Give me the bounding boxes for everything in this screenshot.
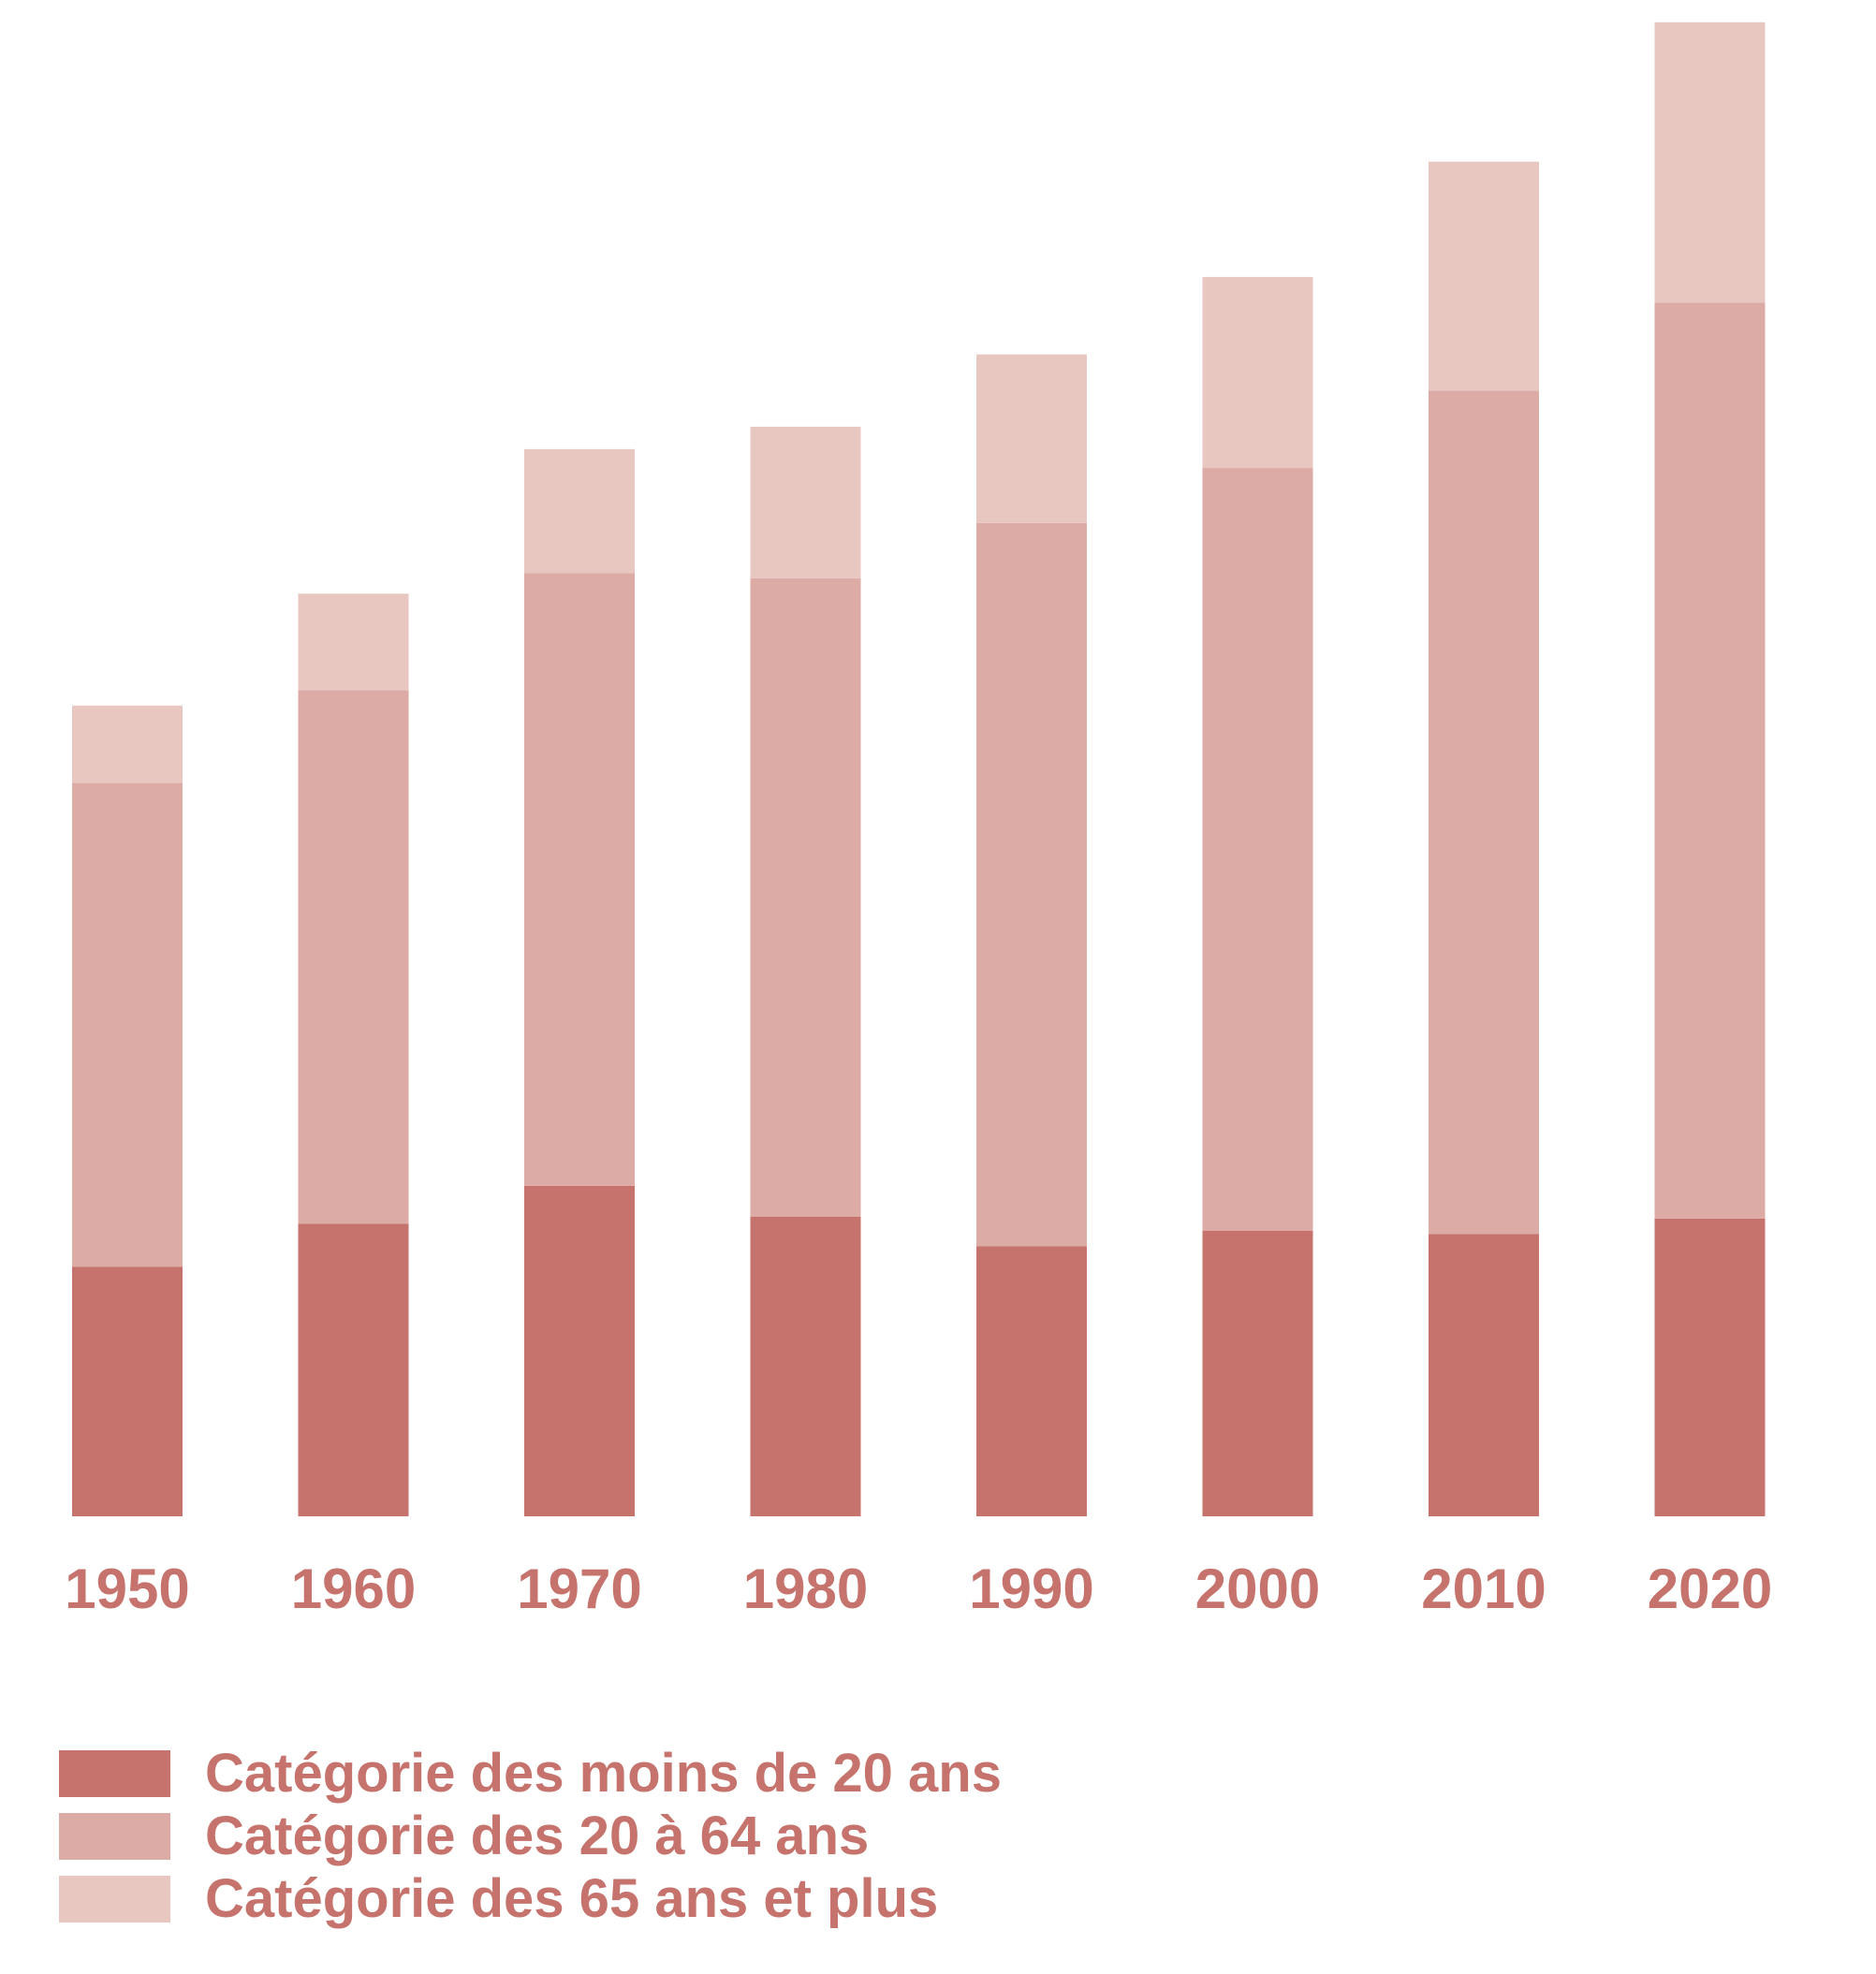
- x-tick-label: 2000: [1195, 1557, 1320, 1620]
- bar-segment-1950-series-1: [72, 782, 183, 1267]
- bar-group-1980: 1980: [743, 426, 868, 1620]
- legend: Catégorie des moins de 20 ans Catégorie …: [59, 1734, 1002, 1937]
- legend-swatch: [59, 1749, 170, 1797]
- bar-segment-1950-series-0: [72, 1266, 183, 1516]
- legend-swatch: [59, 1812, 170, 1860]
- bar-group-2010: 2010: [1421, 161, 1546, 1620]
- bar-segment-1970-series-1: [524, 573, 635, 1186]
- bar-segment-2000-series-1: [1202, 468, 1313, 1231]
- bar-segment-1990-series-1: [976, 522, 1087, 1247]
- bar-segment-1990-series-0: [976, 1246, 1087, 1516]
- x-tick-label: 1970: [517, 1557, 641, 1620]
- bar-segment-2010-series-2: [1429, 161, 1539, 391]
- bar-segment-1960-series-2: [298, 593, 409, 691]
- bar-segment-2020-series-2: [1654, 22, 1766, 303]
- x-tick-label: 1980: [743, 1557, 868, 1620]
- bar-segment-1960-series-0: [298, 1223, 409, 1516]
- stacked-bar-chart: 1950 1960 1970 1980 1990 2000 2010 2020: [65, 22, 1772, 1620]
- bar-segment-1980-series-1: [750, 578, 861, 1218]
- bar-group-1990: 1990: [969, 354, 1094, 1620]
- bar-group-1960: 1960: [291, 593, 416, 1620]
- bar-segment-1980-series-0: [750, 1217, 861, 1516]
- bar-segment-1980-series-2: [750, 426, 861, 578]
- legend-label: Catégorie des moins de 20 ans: [205, 1742, 1002, 1804]
- legend-label: Catégorie des 65 ans et plus: [205, 1867, 939, 1929]
- x-tick-label: 1960: [291, 1557, 416, 1620]
- bar-segment-1970-series-2: [524, 448, 635, 574]
- bar-segment-1970-series-0: [524, 1185, 635, 1516]
- bar-segment-2020-series-1: [1654, 302, 1766, 1219]
- legend-label: Catégorie des 20 à 64 ans: [205, 1805, 870, 1866]
- bar-segment-2020-series-0: [1654, 1218, 1766, 1516]
- bar-segment-1950-series-2: [72, 705, 183, 783]
- legend-item-under-20: Catégorie des moins de 20 ans: [59, 1734, 1002, 1812]
- legend-item-65-plus: Catégorie des 65 ans et plus: [59, 1860, 1002, 1937]
- bar-group-2020: 2020: [1648, 22, 1772, 1620]
- x-tick-label: 1990: [969, 1557, 1093, 1620]
- bar-segment-2010-series-1: [1429, 390, 1539, 1235]
- bar-segment-2000-series-2: [1202, 276, 1313, 469]
- x-tick-label: 2020: [1648, 1557, 1772, 1620]
- bar-segment-2010-series-0: [1429, 1234, 1539, 1516]
- bar-group-1970: 1970: [517, 448, 642, 1620]
- legend-swatch: [59, 1875, 170, 1923]
- bar-segment-1960-series-1: [298, 690, 409, 1224]
- bar-segment-2000-series-0: [1202, 1230, 1313, 1516]
- bar-group-1950: 1950: [65, 705, 190, 1620]
- x-tick-label: 2010: [1421, 1557, 1546, 1620]
- bar-segment-1990-series-2: [976, 354, 1087, 523]
- bar-group-2000: 2000: [1195, 276, 1320, 1620]
- legend-item-20-64: Catégorie des 20 à 64 ans: [59, 1797, 1002, 1875]
- x-tick-label: 1950: [65, 1557, 189, 1620]
